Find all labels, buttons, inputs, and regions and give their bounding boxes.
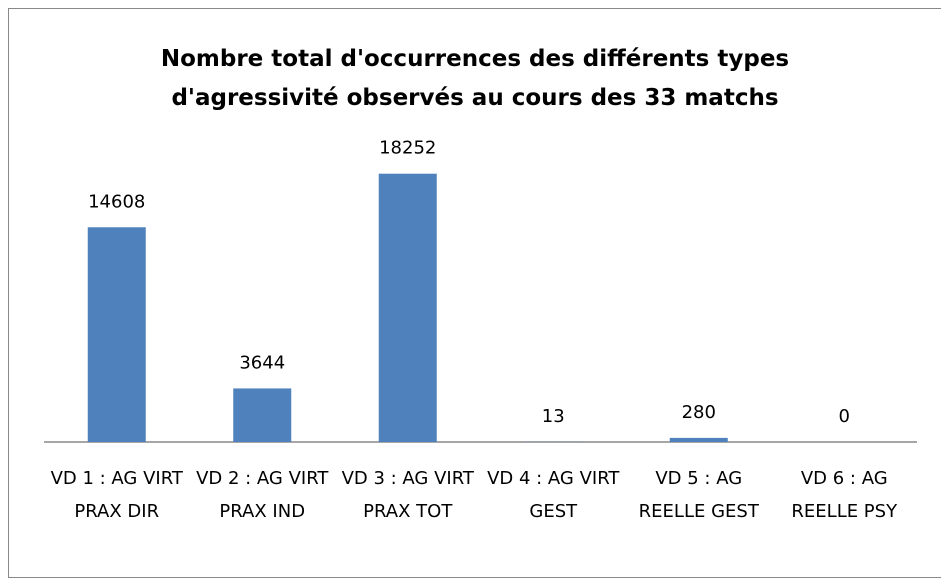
x-tick-label: VD 1 : AG VIRT PRAX DIR [47,462,187,528]
x-tick-label: VD 5 : AG REELLE GEST [629,462,769,528]
x-tick-label: VD 4 : AG VIRT GEST [483,462,623,528]
bar [88,227,146,442]
value-label: 18252 [379,138,436,159]
x-tick-label: VD 3 : AG VIRT PRAX TOT [338,462,478,528]
x-tick-label: VD 2 : AG VIRT PRAX IND [192,462,332,528]
bar [379,174,437,442]
bar [233,388,291,442]
value-label: 13 [542,406,565,427]
value-label: 0 [839,406,850,427]
x-tick-label: VD 6 : AG REELLE PSY [774,462,914,528]
value-label: 14608 [88,191,145,212]
bar [670,438,728,442]
value-label: 3644 [239,352,285,373]
value-label: 280 [682,402,716,423]
